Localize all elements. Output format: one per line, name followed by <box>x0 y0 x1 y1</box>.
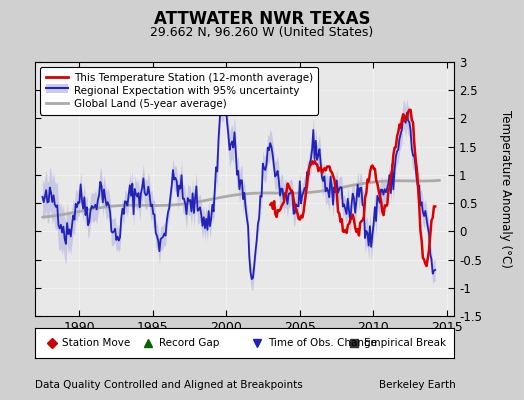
Text: Record Gap: Record Gap <box>159 338 219 348</box>
Text: 29.662 N, 96.260 W (United States): 29.662 N, 96.260 W (United States) <box>150 26 374 39</box>
Text: Berkeley Earth: Berkeley Earth <box>379 380 456 390</box>
Text: Time of Obs. Change: Time of Obs. Change <box>268 338 377 348</box>
Legend: This Temperature Station (12-month average), Regional Expectation with 95% uncer: This Temperature Station (12-month avera… <box>40 67 318 114</box>
Text: Data Quality Controlled and Aligned at Breakpoints: Data Quality Controlled and Aligned at B… <box>35 380 303 390</box>
Text: Empirical Break: Empirical Break <box>364 338 446 348</box>
Text: ATTWATER NWR TEXAS: ATTWATER NWR TEXAS <box>154 10 370 28</box>
Y-axis label: Temperature Anomaly (°C): Temperature Anomaly (°C) <box>499 110 512 268</box>
Text: Station Move: Station Move <box>62 338 130 348</box>
